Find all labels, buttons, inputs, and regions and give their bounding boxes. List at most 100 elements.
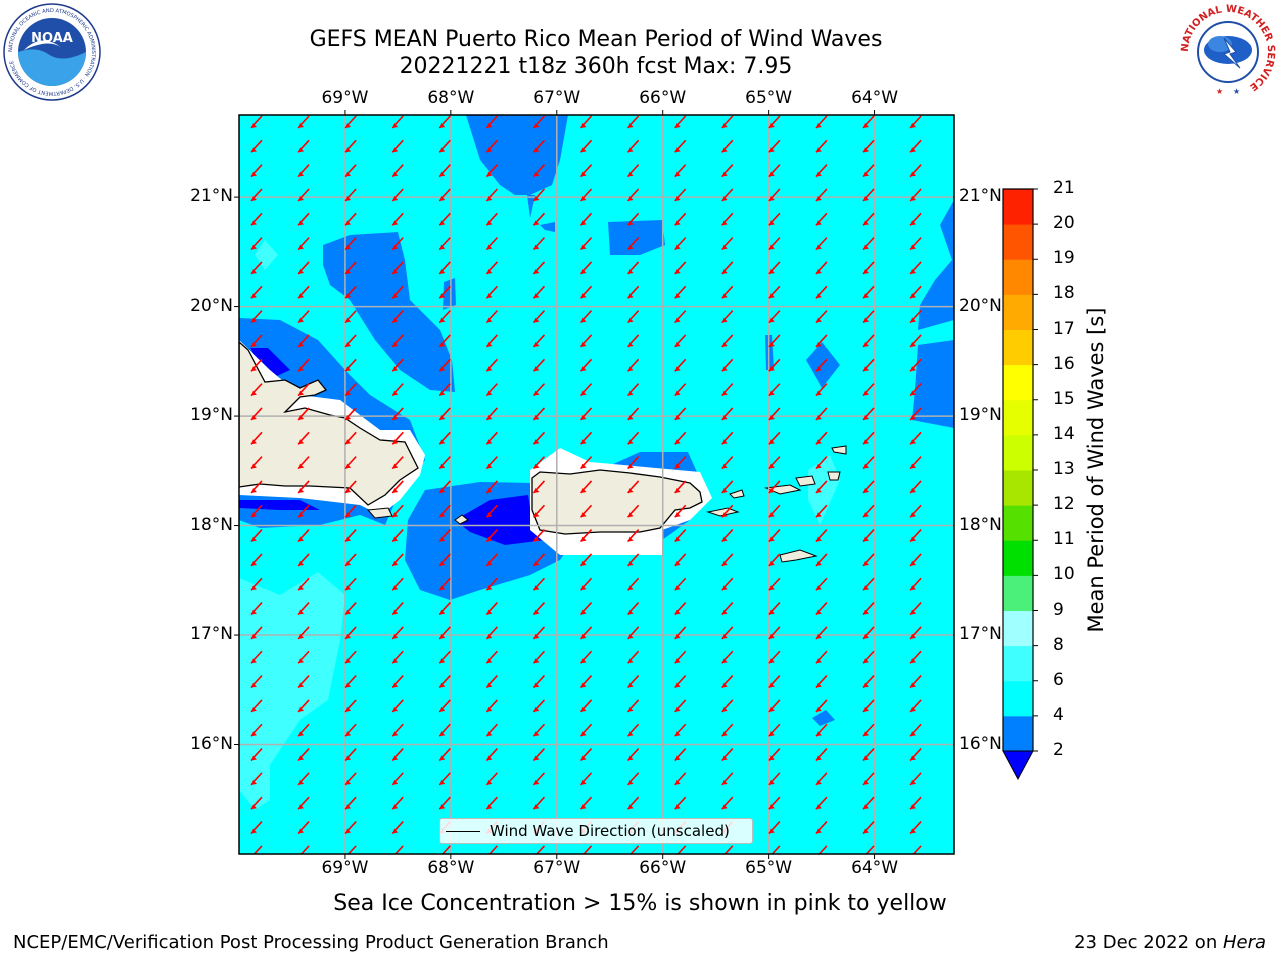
wave-arrow-head bbox=[768, 293, 775, 299]
period-2-4-region bbox=[918, 200, 954, 330]
colorbar-title: Mean Period of Wind Waves [s] bbox=[1084, 307, 1108, 633]
wave-arrow-head bbox=[768, 366, 775, 372]
wave-arrow-head bbox=[533, 341, 540, 347]
wave-arrow-head bbox=[627, 804, 634, 810]
wave-arrow-head bbox=[580, 171, 587, 177]
wave-arrow-head bbox=[674, 390, 681, 396]
wave-arrow-head bbox=[627, 560, 634, 566]
wave-arrow-head bbox=[251, 123, 257, 128]
wave-arrow-head bbox=[439, 682, 446, 688]
wave-arrow-head bbox=[910, 463, 917, 469]
wave-arrow-head bbox=[863, 123, 870, 128]
wave-arrow-head bbox=[768, 755, 775, 761]
wave-arrow-head bbox=[345, 390, 352, 396]
wave-arrow-head bbox=[863, 560, 870, 566]
wave-arrow-head bbox=[486, 220, 493, 226]
wave-arrow-head bbox=[863, 731, 870, 737]
wave-arrow-head bbox=[863, 828, 870, 834]
lat-tick-label-left: 19°N bbox=[190, 405, 233, 426]
wave-arrow-head bbox=[721, 414, 728, 420]
wave-arrow-head bbox=[580, 341, 587, 347]
wave-arrow-head bbox=[392, 487, 399, 493]
wave-arrow-head bbox=[298, 390, 305, 396]
wave-arrow-head bbox=[439, 779, 446, 785]
wave-arrow-head bbox=[674, 804, 681, 810]
island-outline bbox=[779, 549, 818, 563]
wave-arrow-head bbox=[298, 293, 305, 299]
colorbar-band bbox=[1003, 505, 1033, 541]
wave-arrow-head bbox=[910, 390, 917, 396]
wave-arrow-head bbox=[721, 317, 728, 323]
wave-arrow-head bbox=[721, 658, 728, 664]
colorbar-tick-label: 8 bbox=[1053, 634, 1064, 655]
wave-arrow-head bbox=[910, 195, 917, 201]
wave-arrow-head bbox=[768, 804, 775, 810]
wave-arrow-head bbox=[863, 244, 870, 250]
wave-arrow-head bbox=[580, 512, 587, 518]
wave-arrow-head bbox=[439, 658, 446, 664]
wave-arrow-head bbox=[815, 536, 822, 542]
wave-arrow-head bbox=[768, 171, 775, 177]
wave-arrow-head bbox=[580, 414, 587, 420]
wave-arrow-head bbox=[298, 731, 305, 737]
wave-arrow-head bbox=[721, 171, 728, 177]
puerto-rico-land bbox=[531, 469, 703, 535]
wave-arrow-head bbox=[721, 804, 728, 810]
colorbar-band bbox=[1003, 715, 1033, 752]
wave-arrow-head bbox=[580, 123, 587, 128]
wave-arrow-head bbox=[815, 317, 822, 323]
wave-arrow-head bbox=[580, 779, 587, 785]
wave-arrow-head bbox=[533, 317, 540, 323]
wave-arrow-head bbox=[486, 609, 493, 615]
wave-arrow-head bbox=[392, 779, 399, 785]
wave-arrow-head bbox=[392, 463, 399, 469]
wave-arrow-head bbox=[627, 463, 634, 469]
wave-arrow-head bbox=[674, 682, 681, 688]
period-under-2-region bbox=[250, 348, 290, 380]
period-2-4-region bbox=[323, 232, 455, 392]
period-2-4-region bbox=[540, 222, 555, 232]
wave-arrow-head bbox=[815, 414, 822, 420]
wave-arrow-head bbox=[674, 366, 681, 372]
wave-arrow-head bbox=[251, 658, 257, 664]
wave-arrow-head bbox=[486, 439, 493, 445]
wave-arrow-head bbox=[674, 220, 681, 226]
wave-arrow-head bbox=[345, 828, 352, 834]
colorbar-tick-label: 20 bbox=[1053, 213, 1075, 234]
wave-arrow-head bbox=[815, 706, 822, 712]
wave-arrow-head bbox=[251, 682, 257, 688]
wave-arrow-head bbox=[345, 658, 352, 664]
colorbar-band bbox=[1003, 399, 1033, 436]
colorbar-band bbox=[1003, 364, 1033, 401]
wave-arrow-head bbox=[251, 585, 257, 591]
wave-arrow-head bbox=[251, 366, 257, 372]
lat-tick-label-right: 17°N bbox=[959, 624, 1002, 645]
wave-arrow-head bbox=[533, 268, 540, 274]
wave-arrow-head bbox=[298, 706, 305, 712]
wave-arrow-head bbox=[486, 390, 493, 396]
wave-arrow-head bbox=[863, 512, 870, 518]
wave-arrow-head bbox=[910, 512, 917, 518]
wave-arrow-head bbox=[910, 682, 917, 688]
wave-direction-arrow bbox=[535, 845, 546, 854]
wave-arrow-head bbox=[674, 779, 681, 785]
wave-direction-arrow bbox=[677, 845, 687, 854]
legend-label: Wind Wave Direction (unscaled) bbox=[490, 822, 730, 840]
wave-arrow-head bbox=[392, 633, 399, 639]
wave-arrow-head bbox=[674, 560, 681, 566]
wave-arrow-head bbox=[439, 755, 446, 761]
wave-arrow-head bbox=[486, 293, 493, 299]
wave-direction-arrow bbox=[630, 845, 640, 854]
wave-arrow-head bbox=[580, 268, 587, 274]
wave-arrow-head bbox=[533, 706, 540, 712]
wave-arrow-head bbox=[580, 658, 587, 664]
wave-arrow-head bbox=[298, 171, 305, 177]
wave-arrow-head bbox=[251, 195, 257, 201]
colorbar-tick-label: 9 bbox=[1053, 599, 1064, 620]
lon-tick-label-top: 64°W bbox=[851, 88, 899, 108]
wave-arrow-head bbox=[533, 487, 540, 493]
wave-arrow-head bbox=[345, 414, 352, 420]
noaa-logo-text: NOAA bbox=[31, 31, 73, 46]
wave-arrow-head bbox=[298, 195, 305, 201]
wave-arrow-head bbox=[863, 220, 870, 226]
